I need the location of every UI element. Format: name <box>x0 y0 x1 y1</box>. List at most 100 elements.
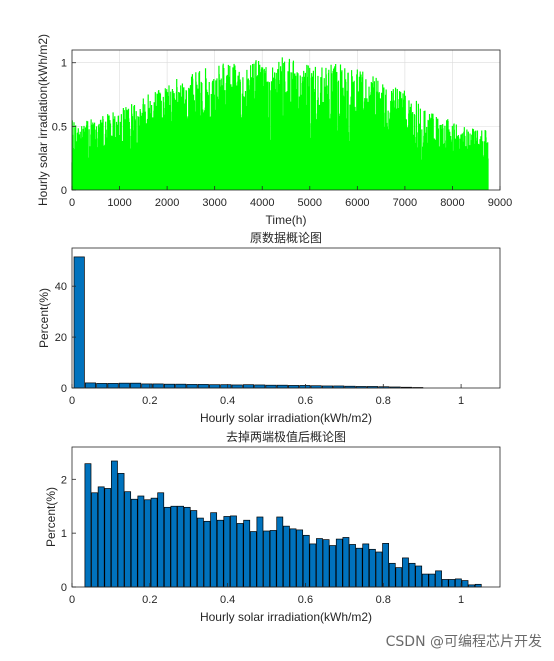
histogram-bar <box>329 545 337 588</box>
x-tick-label: 0.4 <box>220 395 235 407</box>
histogram-bar <box>316 538 323 588</box>
histogram-bar <box>230 515 237 588</box>
x-tick-label: 0 <box>69 197 75 209</box>
histogram-bar <box>150 497 158 588</box>
histogram-bar <box>186 384 198 389</box>
x-tick-label: 3000 <box>202 197 226 209</box>
y-tick-label: 0.5 <box>52 121 67 133</box>
histogram-bar <box>177 505 184 588</box>
histogram-bar <box>269 530 277 588</box>
time-series-panel: 0 1000 2000 3000 4000 5000 6000 7000 8000 9000 0 0.… <box>36 34 512 227</box>
histogram-bar <box>163 506 171 588</box>
x-tick-label: 1000 <box>107 197 131 209</box>
x-tick-label: 6000 <box>345 197 369 209</box>
tick-labels: 0 1000 2000 3000 4000 5000 6000 7000 8000 9000 0 0.… <box>52 58 513 209</box>
histogram-bar <box>130 382 142 389</box>
histogram-bar <box>163 383 176 389</box>
histogram-bar <box>276 384 288 389</box>
y-tick-label: 1 <box>61 528 67 540</box>
histogram-bar <box>395 567 403 588</box>
x-tick-label: 0 <box>69 395 75 407</box>
histogram-bar <box>190 510 198 588</box>
histogram-bar <box>175 383 187 389</box>
histogram-bar <box>283 525 290 588</box>
histogram-bar <box>402 557 409 588</box>
x-tick-label: 0 <box>69 594 75 606</box>
histogram-bar <box>216 519 224 588</box>
x-tick-label: 5000 <box>298 197 322 209</box>
x-tick-label: 0.6 <box>298 594 313 606</box>
histogram-bar <box>448 579 456 588</box>
y-tick-label: 40 <box>55 281 67 293</box>
histogram-bar <box>107 383 119 389</box>
x-tick-label: 0.8 <box>376 594 391 606</box>
histogram-bar <box>209 384 221 389</box>
x-tick-label: 1 <box>458 395 464 407</box>
x-axis-label: Hourly solar irradiation(kWh/m2) <box>200 610 372 624</box>
histogram-bar <box>91 492 98 588</box>
histogram-bar <box>309 543 317 588</box>
irradiation-fill <box>72 162 489 190</box>
x-axis-label: Time(h) <box>266 213 307 227</box>
histogram-bar <box>118 382 130 389</box>
x-axis-label: Hourly solar irradiation(kWh/m2) <box>200 411 372 425</box>
histogram-bar <box>435 570 442 588</box>
irradiation-series <box>71 57 489 190</box>
histogram-bar <box>289 528 297 588</box>
histogram-bar <box>203 520 211 588</box>
histogram-bar <box>170 505 178 588</box>
histogram-bar <box>111 460 118 588</box>
histogram-bar <box>296 529 304 588</box>
y-tick-label: 20 <box>55 332 67 344</box>
x-tick-label: 0.2 <box>142 594 157 606</box>
histogram-bar <box>84 382 97 389</box>
histogram-bar <box>117 473 125 588</box>
watermark: CSDN @可编程芯片开发 <box>386 634 542 650</box>
axes-box <box>71 49 501 191</box>
histogram-bar <box>342 537 350 588</box>
axes-box <box>71 446 501 588</box>
histogram-bar <box>335 538 343 588</box>
histogram-bar <box>197 517 204 588</box>
histogram-bar <box>249 531 257 588</box>
histogram-bar <box>454 578 462 588</box>
histogram-bar <box>421 573 429 588</box>
histogram-bar <box>388 562 396 588</box>
histogram-bar <box>441 579 449 588</box>
histogram-bar <box>375 551 383 588</box>
x-tick-label: 4000 <box>250 197 274 209</box>
histogram-bar <box>322 539 330 588</box>
histogram-bar <box>124 491 132 588</box>
histogram-bar <box>96 383 108 389</box>
histogram-bar <box>256 516 264 588</box>
y-axis-label: Percent(%) <box>44 487 58 547</box>
histogram-bar <box>104 488 112 588</box>
y-tick-label: 0 <box>61 582 67 594</box>
y-tick-label: 2 <box>61 474 67 486</box>
histogram-bar <box>265 384 277 389</box>
histogram-bar <box>157 492 165 588</box>
histogram-bar <box>220 384 232 389</box>
y-tick-label: 1 <box>61 58 67 70</box>
y-tick-label: 0 <box>61 383 67 395</box>
y-axis-label: Hourly solar irradiation(kWh/m2) <box>36 34 50 206</box>
histogram-bar <box>73 256 85 389</box>
chart-title: 原数据概论图 <box>250 230 322 245</box>
histogram-bar <box>349 544 356 588</box>
x-tick-label: 0.4 <box>220 594 235 606</box>
histogram-bar <box>254 384 266 389</box>
trimmed-histogram-panel: 去掉两端极值后概论图 0 0.2 0.4 0.6 0.8 1 0 1 2 Hourly sola… <box>44 429 501 624</box>
histogram-bar <box>84 463 92 588</box>
x-tick-label: 8000 <box>440 197 464 209</box>
tick-labels: 0 0.2 0.4 0.6 0.8 1 0 20 40 <box>55 281 464 407</box>
histogram-bar <box>243 519 251 588</box>
raw-histogram-panel: 原数据概论图 0 0.2 0.4 0.6 0.8 1 0 20 40 Hourly solar … <box>37 230 501 425</box>
histogram-bar <box>183 506 191 588</box>
x-tick-label: 9000 <box>488 197 512 209</box>
histogram-bar <box>368 548 376 588</box>
histogram-bar <box>276 516 284 588</box>
histogram-bar <box>152 383 164 389</box>
histogram-bar <box>415 565 423 588</box>
histogram-bar <box>197 384 209 389</box>
